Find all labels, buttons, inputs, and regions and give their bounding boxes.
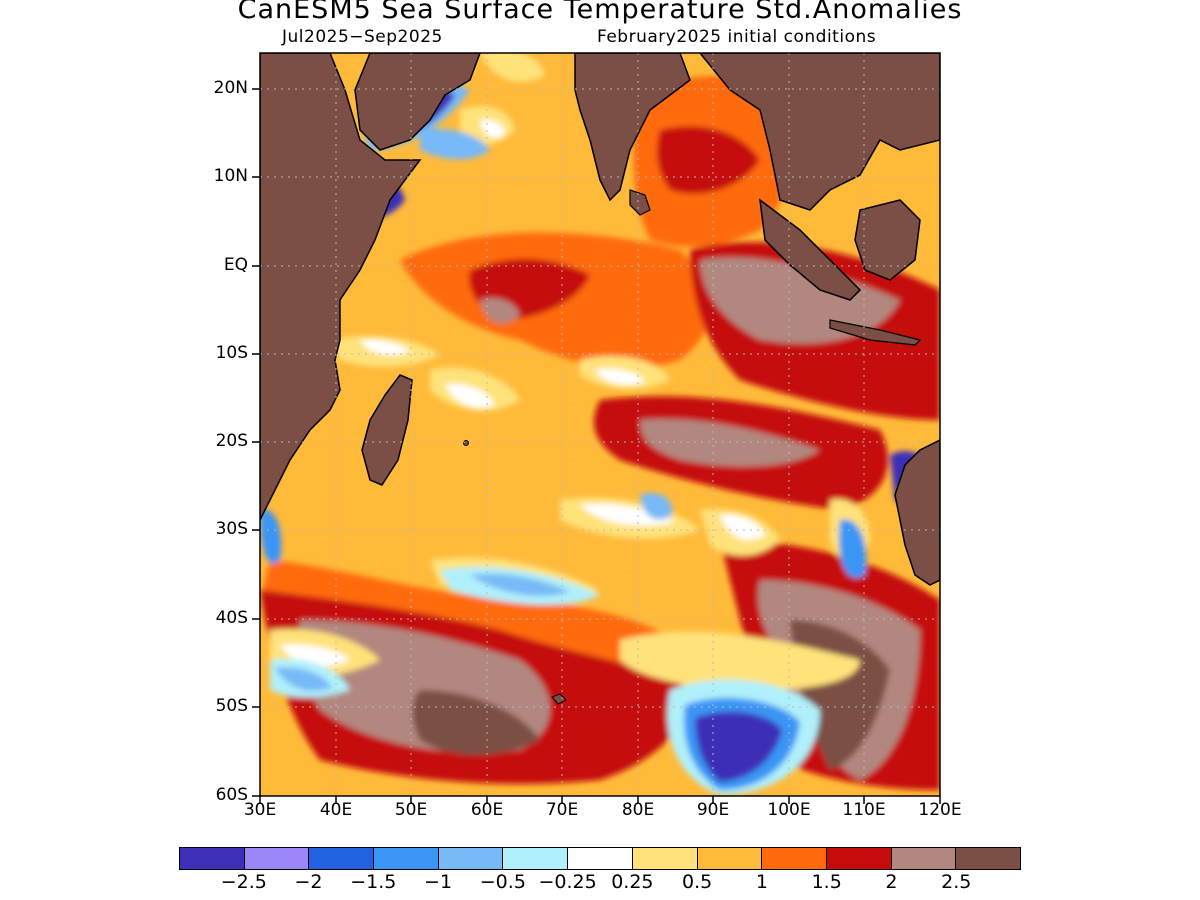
lat-label-10n: 10N — [213, 166, 248, 186]
borneo-land — [854, 199, 921, 281]
lon-label-50e: 50E — [394, 800, 428, 820]
colorbar-swatch — [180, 848, 245, 869]
colorbar-swatch — [309, 848, 375, 869]
colorbar-label: 0.5 — [682, 871, 713, 893]
australia-land — [894, 439, 940, 586]
axis-ticks — [252, 88, 941, 804]
period-label: Jul2025−Sep2025 — [282, 27, 443, 47]
colorbar-label: 2 — [885, 871, 898, 893]
lon-label-30e: 30E — [243, 800, 277, 820]
cool-spot-2 — [839, 519, 867, 578]
lon-label-40e: 40E — [319, 800, 353, 820]
initial-conditions-label: February2025 initial conditions — [597, 27, 877, 47]
colorbar-swatch — [762, 848, 827, 869]
colorbar-label: −0.25 — [538, 871, 597, 893]
colorbar-label: −0.5 — [479, 871, 526, 893]
colorbar-swatch — [374, 848, 439, 869]
kerguelen-island — [551, 693, 567, 705]
sumatra-land — [759, 198, 862, 301]
map-title: CanESM5 Sea Surface Temperature Std.Anom… — [237, 0, 963, 25]
white-streak-10 — [720, 514, 765, 540]
colorbar-swatch — [568, 848, 633, 869]
lat-label-20s: 20S — [215, 431, 248, 451]
mauritius-island — [463, 440, 469, 446]
colorbar-swatch — [244, 848, 310, 869]
colorbar-swatch — [503, 848, 569, 869]
java-land — [829, 319, 922, 346]
eastern-brown-band — [700, 257, 900, 344]
colorbar-label: 0.25 — [611, 871, 654, 893]
colorbar-label: −1 — [424, 871, 453, 893]
cold-core-south — [695, 711, 782, 782]
white-streak-4 — [480, 119, 505, 138]
arabian-cool — [420, 128, 490, 160]
lat-label-60s: 60S — [215, 785, 248, 805]
lat-label-40s: 40S — [215, 608, 248, 628]
map-frame — [259, 52, 941, 797]
colorbar-swatch — [891, 848, 957, 869]
subtropical-brown-band — [640, 419, 820, 467]
colorbar-swatch — [697, 848, 763, 869]
arabia-land — [354, 53, 481, 151]
lon-label-70e: 70E — [545, 800, 579, 820]
colorbar-label: 1.5 — [811, 871, 842, 893]
yellow-streak-9 — [620, 631, 860, 690]
madagascar-land — [361, 374, 413, 486]
lon-label-60e: 60E — [470, 800, 504, 820]
colorbar-label: −1.5 — [350, 871, 397, 893]
lon-label-80e: 80E — [621, 800, 655, 820]
cool-streak-1-core — [470, 573, 570, 596]
africa-land — [260, 53, 422, 521]
cool-spot-1 — [640, 492, 673, 520]
colorbar-swatch — [632, 848, 698, 869]
anomaly-patch — [480, 298, 520, 324]
colorbar-label: −2.5 — [220, 871, 267, 893]
lat-label-eq: EQ — [223, 255, 248, 275]
white-streak-8 — [580, 503, 675, 526]
india-land — [574, 53, 691, 202]
white-streak-1 — [360, 339, 410, 356]
white-streak-2 — [445, 383, 495, 408]
lon-label-120e: 120E — [918, 800, 962, 820]
colorbar — [179, 847, 1021, 870]
southeast-asia-land — [699, 53, 940, 211]
colorbar-label: 1 — [755, 871, 768, 893]
colorbar-label: −2 — [294, 871, 323, 893]
colorbar-swatch — [438, 848, 504, 869]
cool-streak-2-core — [275, 667, 332, 691]
map-grid — [260, 53, 940, 796]
lon-label-110e: 110E — [842, 800, 886, 820]
bay-of-bengal-core — [657, 126, 760, 194]
colorbar-label: 2.5 — [941, 871, 972, 893]
cool-spot-3 — [260, 509, 282, 564]
sri-lanka-land — [629, 189, 651, 216]
colorbar-swatch — [956, 848, 1020, 869]
white-streak-3 — [595, 368, 645, 385]
lon-label-100e: 100E — [767, 800, 811, 820]
yellow-streak-5 — [481, 53, 545, 82]
lat-label-30s: 30S — [215, 519, 248, 539]
landmass-group — [260, 53, 940, 705]
lat-label-20n: 20N — [213, 78, 248, 98]
lon-label-90e: 90E — [696, 800, 730, 820]
southern-dark-brown — [412, 690, 540, 755]
southern-orange-band — [260, 560, 700, 669]
lat-label-10s: 10S — [215, 343, 248, 363]
colorbar-swatch — [826, 848, 892, 869]
lat-label-50s: 50S — [215, 696, 248, 716]
